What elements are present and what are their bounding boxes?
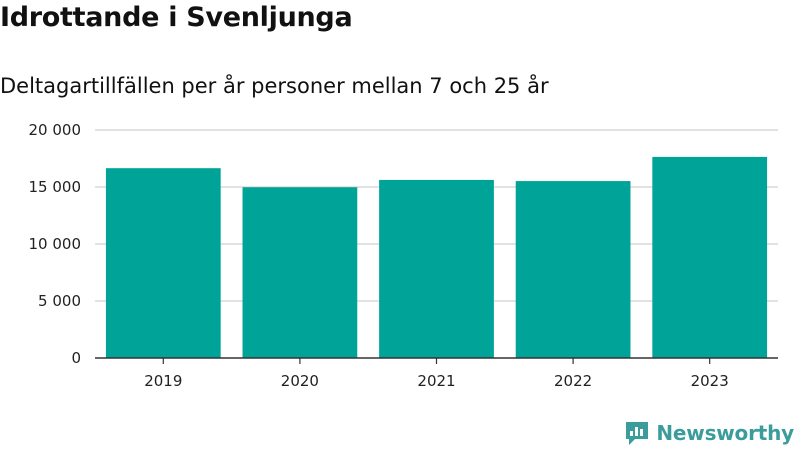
chart-title: Idrottande i Svenljunga bbox=[0, 2, 353, 33]
y-tick-label: 5 000 bbox=[38, 292, 81, 310]
chart-subtitle: Deltagartillfällen per år personer mella… bbox=[0, 74, 549, 98]
x-tick-label: 2022 bbox=[554, 372, 592, 390]
x-tick-label: 2023 bbox=[691, 372, 729, 390]
bar bbox=[242, 187, 358, 358]
bar-chart: 0 5 000 10 000 15 000 20 000 2019 2020 2021 2022… bbox=[29, 121, 778, 390]
y-tick-label: 10 000 bbox=[29, 235, 82, 253]
brand: Newsworthy bbox=[624, 420, 794, 446]
y-tick-label: 15 000 bbox=[29, 178, 82, 196]
bar bbox=[105, 168, 221, 358]
bar bbox=[379, 179, 494, 358]
x-tick-label: 2019 bbox=[144, 372, 182, 390]
x-tick-label: 2021 bbox=[417, 372, 455, 390]
bar bbox=[652, 156, 768, 358]
y-tick-label: 20 000 bbox=[29, 121, 82, 139]
x-tick-label: 2020 bbox=[281, 372, 319, 390]
newsworthy-logo-icon bbox=[626, 422, 649, 445]
brand-name: Newsworthy bbox=[656, 421, 794, 445]
y-tick-label: 0 bbox=[71, 349, 81, 367]
bar bbox=[515, 181, 631, 358]
